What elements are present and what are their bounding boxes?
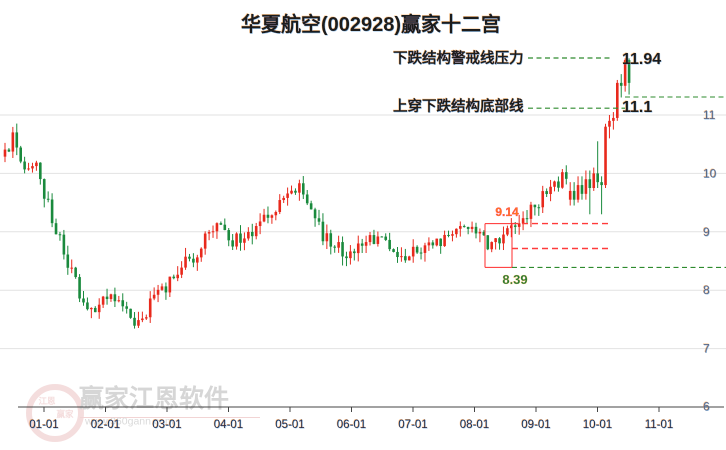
svg-text:08-01: 08-01 [460, 419, 489, 431]
svg-text:下跌结构警戒线压力: 下跌结构警戒线压力 [393, 49, 524, 67]
svg-text:华夏航空(002928)赢家十二宫: 华夏航空(002928)赢家十二宫 [241, 12, 501, 36]
svg-text:07-01: 07-01 [398, 419, 427, 431]
svg-text:02-01: 02-01 [91, 419, 120, 431]
svg-text:8.39: 8.39 [502, 272, 527, 287]
svg-text:06-01: 06-01 [337, 419, 366, 431]
svg-text:赢家江恩软件: 赢家江恩软件 [79, 384, 229, 413]
svg-text:6: 6 [703, 400, 710, 414]
svg-text:03-01: 03-01 [152, 419, 181, 431]
svg-text:05-01: 05-01 [275, 419, 304, 431]
svg-text:11.94: 11.94 [622, 51, 661, 68]
svg-text:7: 7 [703, 342, 710, 356]
svg-text:11.1: 11.1 [622, 99, 652, 116]
svg-text:04-01: 04-01 [214, 419, 243, 431]
svg-text:11-01: 11-01 [645, 419, 674, 431]
svg-text:11: 11 [703, 108, 716, 122]
svg-text:8: 8 [703, 283, 710, 297]
svg-text:10: 10 [703, 166, 717, 180]
svg-text:赢家: 赢家 [55, 409, 74, 419]
svg-text:09-01: 09-01 [521, 419, 550, 431]
svg-text:江恩: 江恩 [38, 396, 56, 406]
svg-text:10-01: 10-01 [583, 419, 612, 431]
svg-text:9.14: 9.14 [495, 205, 519, 219]
svg-text:上穿下跌结构底部线: 上穿下跌结构底部线 [393, 97, 524, 115]
svg-text:01-01: 01-01 [29, 419, 58, 431]
svg-text:9: 9 [703, 225, 710, 239]
